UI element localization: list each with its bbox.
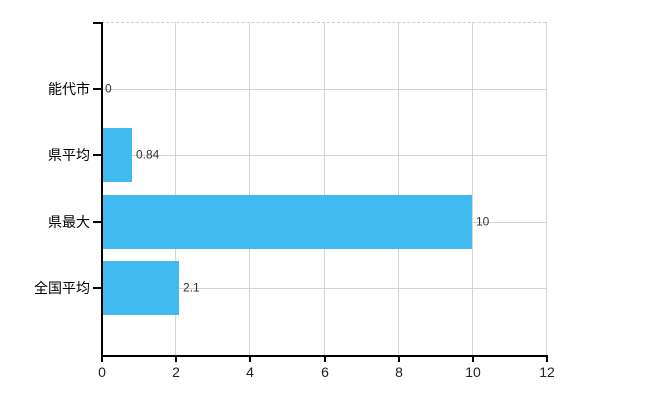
bar-value-label: 2.1 [183,280,200,295]
x-axis-tick [324,357,326,362]
x-axis-tick [472,357,474,362]
y-axis-category-label: 県最大 [48,214,90,230]
gridline-vertical [398,22,399,355]
x-axis-tick-label: 0 [98,364,106,380]
y-axis-category-label: 県平均 [48,147,90,163]
chart-bar [103,128,132,182]
bar-value-label: 0.84 [136,147,160,162]
gridline-vertical [175,22,176,355]
gridline-vertical [324,22,325,355]
y-axis [101,22,103,357]
x-axis-tick [101,357,103,362]
x-axis-tick [249,357,251,362]
x-axis-tick-label: 12 [539,364,555,380]
y-axis-category-label: 全国平均 [34,280,90,296]
y-axis-tick [93,287,101,289]
x-axis-tick-label: 4 [246,364,254,380]
bar-value-label: 10 [476,214,490,229]
chart-bar [103,261,179,315]
y-axis-category-label: 能代市 [48,81,90,97]
gridline-vertical [546,22,547,355]
x-axis-tick [175,357,177,362]
y-axis-tick [93,22,101,24]
chart-bar [103,195,472,249]
y-axis-tick [93,221,101,223]
x-axis-tick [398,357,400,362]
gridline-horizontal [103,89,546,90]
x-axis-tick-label: 6 [321,364,329,380]
x-axis-tick-label: 10 [465,364,481,380]
gridline-horizontal [103,288,546,289]
y-axis-tick [93,88,101,90]
x-axis [101,355,548,357]
gridline-vertical [249,22,250,355]
bar-value-label: 0 [105,81,112,96]
gridline-vertical [472,22,473,355]
gridline-horizontal [103,155,546,156]
plot-top-border [101,22,546,23]
y-axis-tick [93,154,101,156]
x-axis-tick-label: 2 [172,364,180,380]
x-axis-tick-label: 8 [395,364,403,380]
x-axis-tick [546,357,548,362]
